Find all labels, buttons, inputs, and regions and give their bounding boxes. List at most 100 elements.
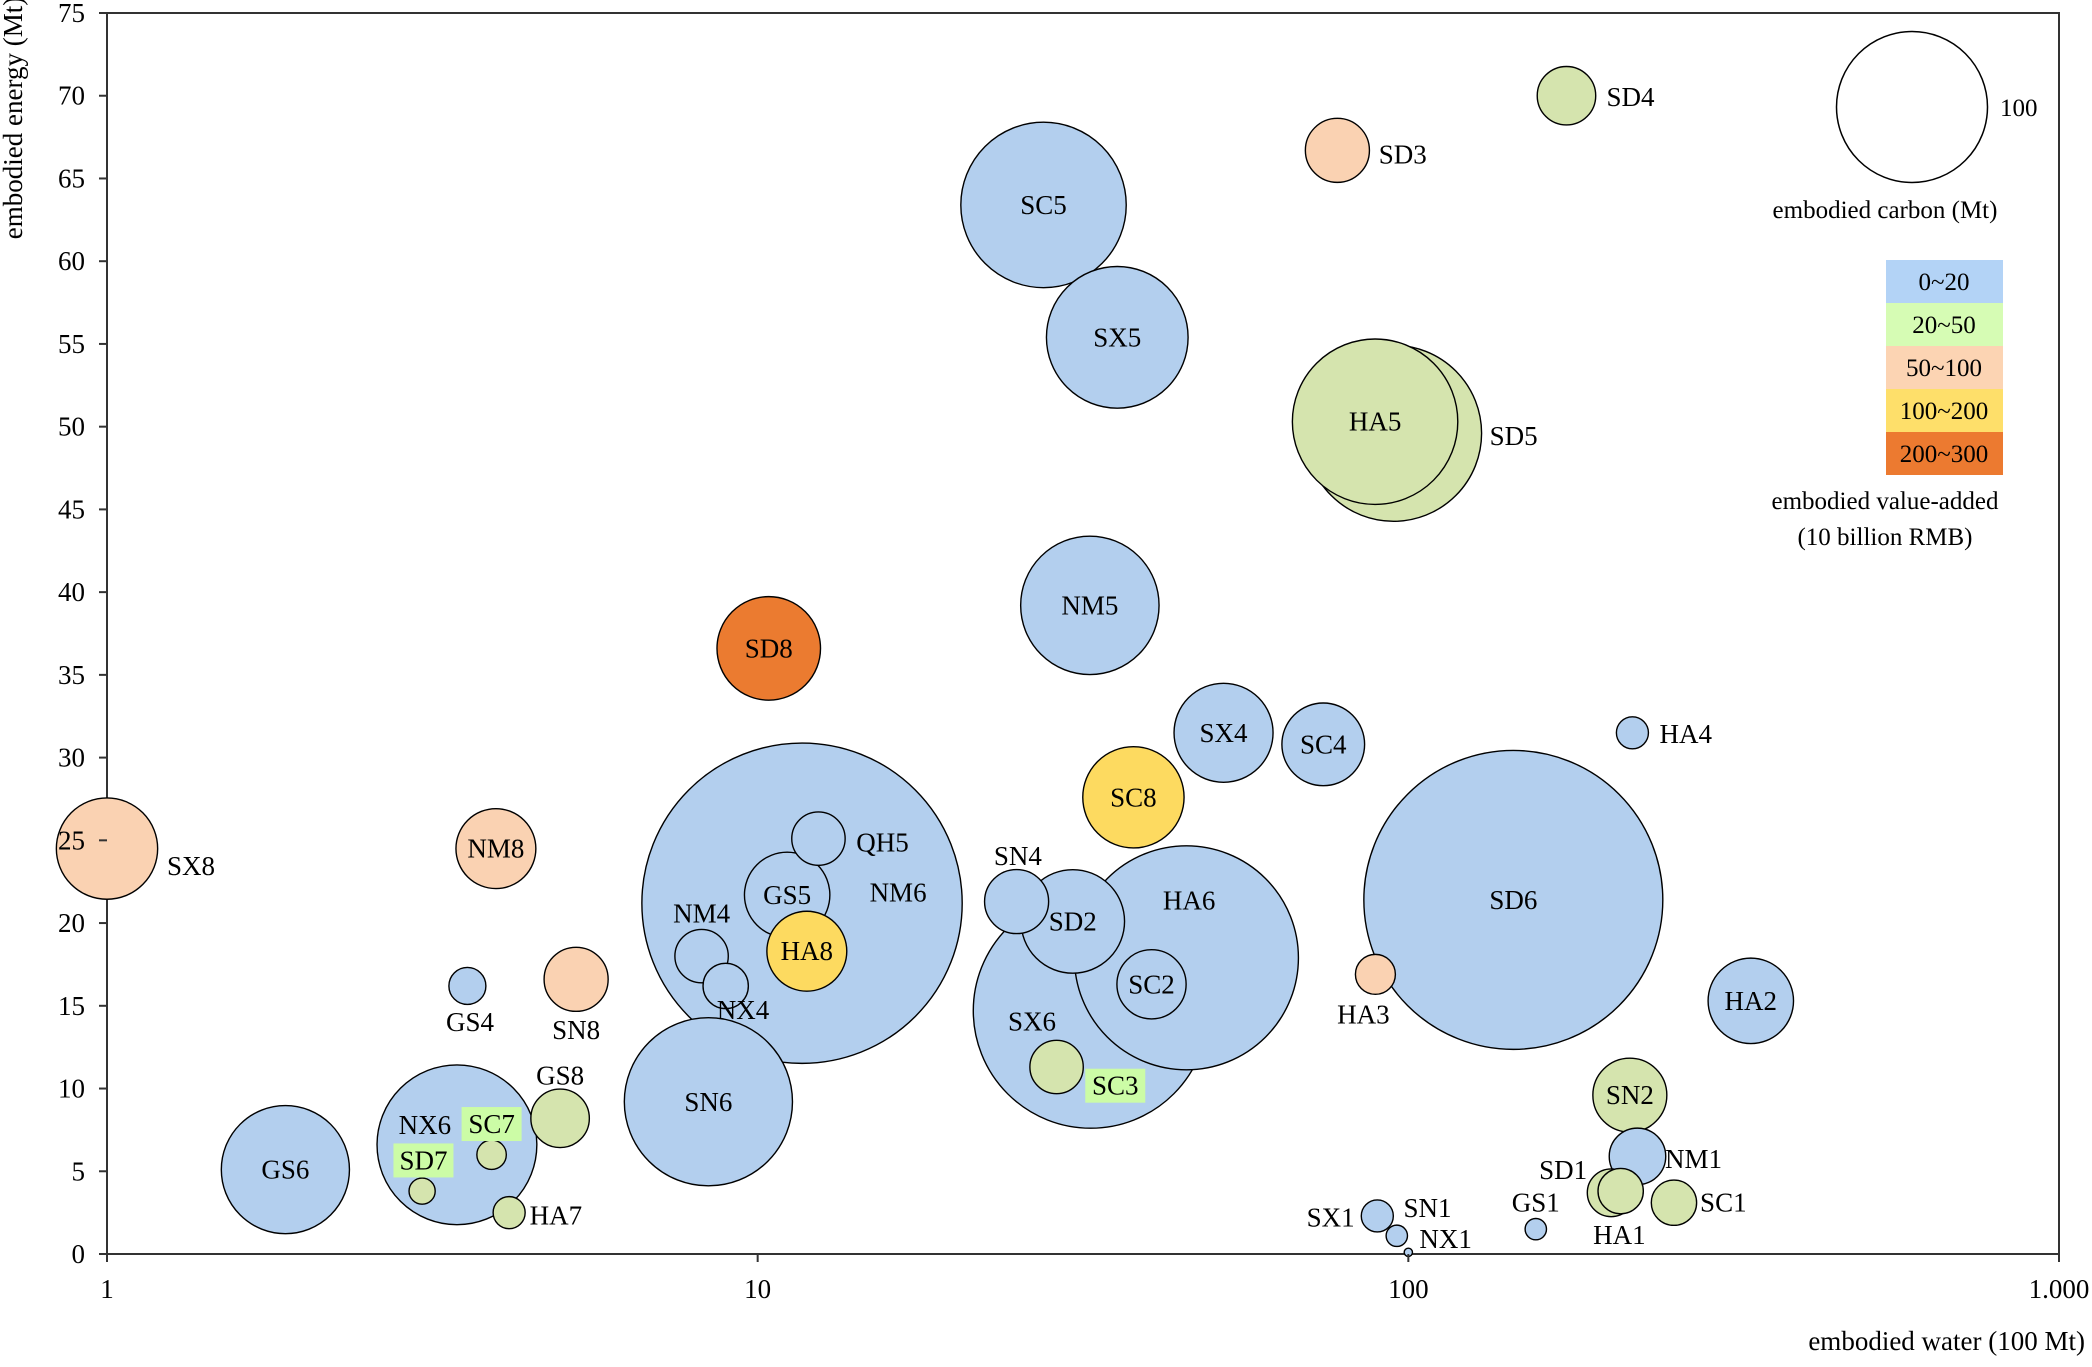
- bubble-label-nm8: NM8: [467, 834, 524, 864]
- y-tick-label: 55: [58, 329, 85, 359]
- bubble-label-nx6: NX6: [399, 1110, 452, 1140]
- bubble-label-nm1: NM1: [1665, 1144, 1722, 1174]
- bubble-label-sx4: SX4: [1200, 718, 1249, 748]
- color-legend-label: 0~20: [1918, 269, 1969, 296]
- bubble-sc2: [1116, 948, 1187, 1020]
- color-legend-label: 50~100: [1906, 355, 1982, 382]
- bubble-sc1: [1650, 1179, 1698, 1227]
- bubble-sn1: [1385, 1224, 1409, 1248]
- bubble-label-sx1: SX1: [1307, 1202, 1355, 1232]
- y-tick-label: 50: [58, 412, 85, 442]
- bubble-label-sd6: SD6: [1489, 885, 1537, 915]
- bubble-label-qh5: QH5: [856, 828, 909, 858]
- y-tick-label: 65: [58, 163, 85, 193]
- color-legend-label: 200~300: [1900, 441, 1989, 468]
- y-tick-label: 70: [58, 81, 85, 111]
- bubble-sc8: [1082, 745, 1185, 849]
- bubble-label-gs6: GS6: [261, 1155, 309, 1185]
- bubble-label-sn8: SN8: [552, 1015, 600, 1045]
- bubble-label-sd3: SD3: [1379, 139, 1427, 169]
- bubble-label-ha3: HA3: [1337, 999, 1390, 1029]
- bubble-label-sc3: SC3: [1092, 1071, 1139, 1101]
- bubble-label-sx5: SX5: [1093, 322, 1141, 352]
- bubble-sc3: [1029, 1039, 1084, 1095]
- bubble-label-sd1: SD1: [1539, 1155, 1587, 1185]
- bubbles-layer: [55, 65, 1795, 1258]
- y-tick-label: 45: [58, 494, 85, 524]
- color-legend-label: 100~200: [1900, 398, 1989, 425]
- color-legend-title-1: embodied value-added: [1772, 488, 1999, 515]
- bubble-sx5: [1045, 265, 1189, 409]
- bubble-sd8: [716, 595, 822, 701]
- bubble-sd4: [1536, 65, 1597, 126]
- bubble-gs6: [220, 1104, 351, 1235]
- legend: 100 embodied carbon (Mt) 0~20 20~50 50~100…: [1772, 30, 2038, 551]
- bubble-label-nm6: NM6: [870, 878, 927, 908]
- bubble-sd7: [408, 1177, 436, 1205]
- color-legend-title-2: (10 billion RMB): [1797, 524, 1972, 551]
- bubble-label-gs5: GS5: [763, 880, 811, 910]
- bubble-ha5: [1291, 338, 1459, 506]
- x-axis-label: embodied water (100 Mt): [1808, 1326, 2085, 1356]
- size-legend-value: 100: [2000, 95, 2038, 122]
- bubble-label-sd4: SD4: [1606, 82, 1655, 112]
- bubble-ha2: [1707, 957, 1795, 1045]
- bubble-sn4: [983, 868, 1050, 935]
- plot-frame: [106, 12, 2060, 1255]
- bubble-sd6: [1363, 749, 1664, 1051]
- bubble-ha3: [1354, 953, 1397, 996]
- y-tick-label: 5: [72, 1156, 86, 1186]
- bubble-label-gs8: GS8: [536, 1061, 584, 1091]
- bubble-label-ha8: HA8: [781, 936, 834, 966]
- bubble-label-sd8: SD8: [745, 633, 793, 663]
- x-tick-label: 10: [744, 1274, 771, 1304]
- bubble-sx1: [1360, 1199, 1395, 1233]
- bubble-gs8: [530, 1088, 591, 1149]
- bubble-sn8: [543, 946, 609, 1013]
- bubble-label-sc5: SC5: [1020, 190, 1067, 220]
- x-tick-label: 100: [1388, 1274, 1429, 1304]
- bubble-label-sn6: SN6: [684, 1087, 732, 1117]
- bubble-label-sx8: SX8: [167, 851, 215, 881]
- bubble-ha8: [766, 910, 848, 992]
- bubble-label-ha5: HA5: [1349, 407, 1402, 437]
- bubble-label-gs1: GS1: [1512, 1188, 1560, 1218]
- bubble-label-ha7: HA7: [530, 1200, 583, 1230]
- color-legend-swatch: [1886, 389, 2003, 432]
- bubble-sc4: [1281, 702, 1366, 787]
- bubble-qh5: [791, 811, 846, 867]
- bubble-label-gs4: GS4: [446, 1007, 495, 1037]
- color-legend: 0~20 20~50 50~100 100~200 200~300: [1886, 260, 2003, 475]
- y-tick-label: 10: [58, 1074, 85, 1104]
- axes-layer: 1 10 100 1.000 0 5 10 15 20 25 30 35 40 45 50 55 60 65 70 7…: [58, 0, 2089, 1304]
- label-highlight: [393, 1143, 454, 1178]
- y-tick-label: 60: [58, 246, 85, 276]
- bubble-label-sn2: SN2: [1606, 1080, 1654, 1110]
- bubble-label-sc7: SC7: [468, 1109, 515, 1139]
- y-tick-label: 20: [58, 908, 85, 938]
- color-legend-swatch: [1886, 346, 2003, 389]
- bubble-sc7: [476, 1139, 508, 1171]
- bubble-ha4: [1615, 716, 1650, 750]
- bubble-sn6: [623, 1016, 794, 1187]
- bubble-label-sc8: SC8: [1110, 782, 1157, 812]
- y-tick-label: 40: [58, 577, 85, 607]
- y-tick-label: 15: [58, 991, 85, 1021]
- bubble-label-nx4: NX4: [717, 995, 770, 1025]
- color-legend-swatch: [1886, 303, 2003, 346]
- bubble-label-sd7: SD7: [399, 1145, 447, 1175]
- bubble-label-sd2: SD2: [1049, 906, 1097, 936]
- y-tick-label: 30: [58, 743, 85, 773]
- bubble-sx4: [1173, 682, 1274, 783]
- bubble-label-nm5: NM5: [1061, 590, 1118, 620]
- bubble-nm8: [455, 807, 537, 890]
- size-legend-circle: [1835, 30, 1989, 184]
- color-legend-swatch: [1886, 260, 2003, 303]
- bubble-nm5: [1019, 535, 1160, 676]
- bubble-label-ha1: HA1: [1593, 1220, 1646, 1250]
- bubble-sd3: [1304, 117, 1371, 184]
- bubble-label-ha4: HA4: [1660, 719, 1713, 749]
- bubble-sx8: [55, 797, 159, 900]
- bubble-label-sn1: SN1: [1403, 1193, 1451, 1223]
